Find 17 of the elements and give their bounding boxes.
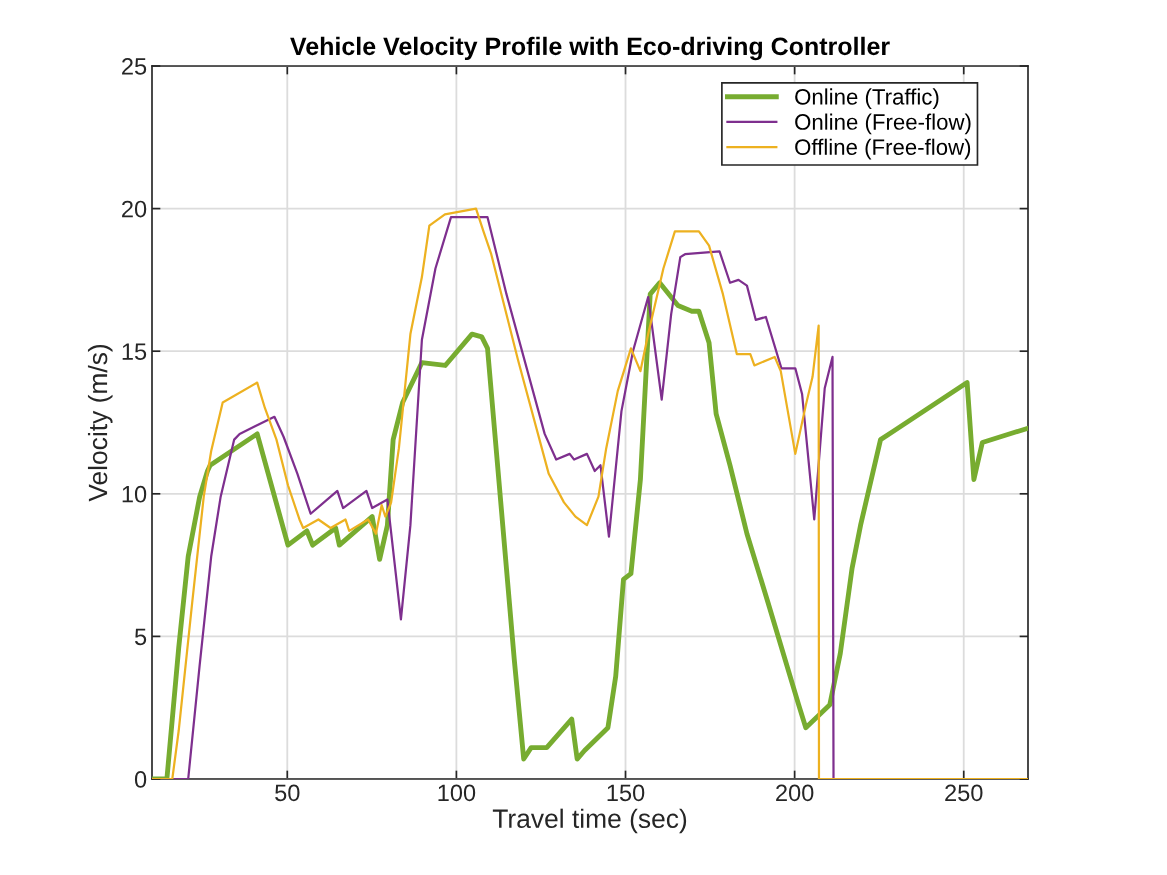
x-tick-label: 200 (776, 784, 814, 802)
x-tick-label: 100 (438, 784, 476, 802)
x-tick-label: 50 (275, 784, 300, 802)
y-tick-label: 15 (122, 343, 147, 360)
x-tick-label: 150 (607, 784, 645, 802)
legend-label: Online (Traffic) (795, 88, 939, 110)
y-tick-label: 5 (134, 628, 147, 646)
legend-label: Online (Free-flow) (795, 113, 971, 135)
y-tick-label: 20 (122, 200, 147, 218)
y-axis-title: Velocity (m/s) (87, 344, 113, 502)
legend-label: Offline (Free-flow) (795, 138, 971, 160)
x-tick-label: 250 (945, 784, 983, 802)
x-axis-title: Travel time (sec) (492, 808, 687, 834)
y-tick-label: 25 (122, 58, 147, 75)
y-tick-label: 0 (134, 771, 147, 788)
chart-title: Vehicle Velocity Profile with Eco-driving Controller (290, 36, 890, 61)
y-tick-label: 10 (122, 485, 147, 503)
